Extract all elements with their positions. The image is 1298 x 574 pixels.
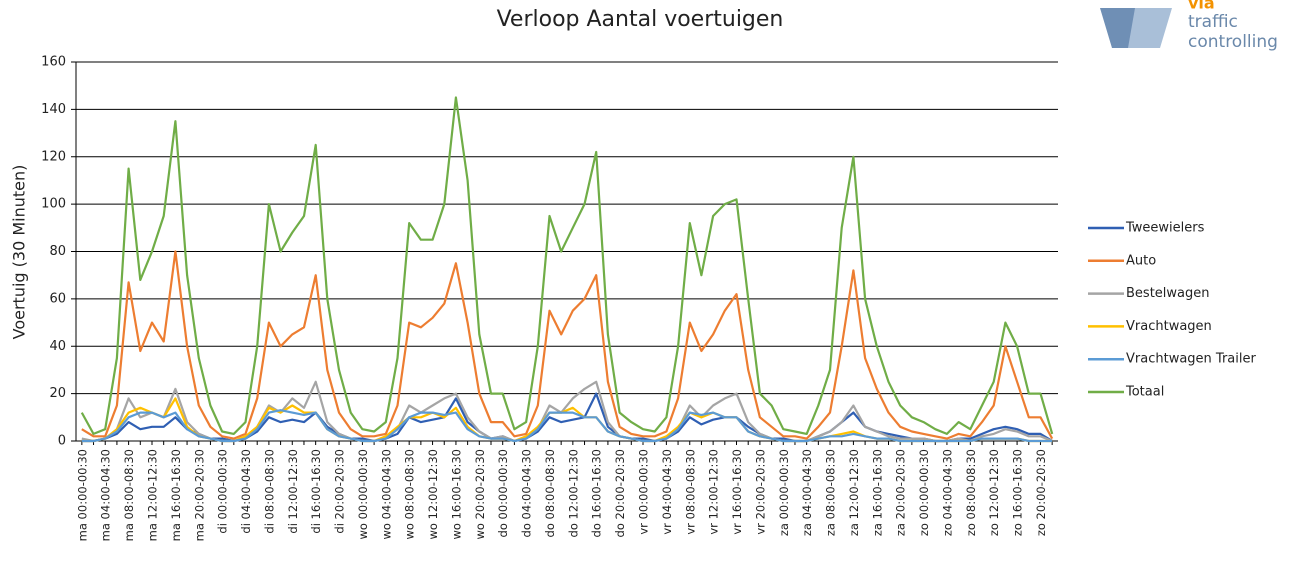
x-tick-label: ma 16:00-16:30 [169, 449, 183, 541]
x-tick-label: di 12:00-12:30 [286, 449, 300, 534]
x-tick-label: zo 08:00-08:30 [964, 449, 978, 536]
y-tick-label: 80 [49, 244, 66, 259]
x-tick-label: zo 20:00-20:30 [1034, 449, 1048, 536]
series-line [81, 409, 1053, 443]
chart-title: Verloop Aantal voertuigen [497, 7, 784, 32]
logo-text: traffic [1188, 12, 1238, 32]
x-tick-label: di 08:00-08:30 [262, 449, 276, 534]
x-tick-label: zo 04:00-04:30 [940, 449, 954, 536]
x-tick-label: zo 16:00-16:30 [1011, 449, 1025, 536]
x-tick-label: ma 08:00-08:30 [122, 449, 136, 541]
y-tick-label: 40 [49, 339, 66, 354]
x-tick-label: ma 20:00-20:30 [192, 449, 206, 541]
x-tick-label: za 08:00-08:30 [824, 449, 838, 536]
x-tick-label: di 20:00-20:30 [333, 449, 347, 534]
logo-shape [1128, 8, 1172, 48]
y-tick-label: 120 [41, 149, 66, 164]
x-tick-label: wo 08:00-08:30 [403, 449, 417, 540]
x-tick-label: ma 04:00-04:30 [99, 449, 113, 541]
legend-label: Totaal [1125, 385, 1164, 400]
x-tick-label: wo 00:00-00:30 [356, 449, 370, 540]
x-tick-label: zo 12:00-12:30 [987, 449, 1001, 536]
x-tick-label: vr 08:00-08:30 [683, 449, 697, 535]
x-tick-label: do 20:00-20:30 [613, 449, 627, 537]
x-tick-label: za 12:00-12:30 [847, 449, 861, 536]
x-tick-label: do 08:00-08:30 [543, 449, 557, 537]
y-tick-label: 160 [41, 55, 66, 70]
x-tick-label: di 00:00-00:30 [216, 449, 230, 534]
y-axis-label: Voertuig (30 Minuten) [10, 165, 29, 340]
x-tick-label: di 16:00-16:30 [309, 449, 323, 534]
x-tick-label: vr 12:00-12:30 [707, 449, 721, 535]
x-tick-label: vr 16:00-16:30 [730, 449, 744, 535]
x-tick-label: zo 00:00-00:30 [917, 449, 931, 536]
series-line [80, 96, 1054, 435]
logo-text: controlling [1188, 32, 1278, 52]
x-tick-label: do 16:00-16:30 [590, 449, 604, 537]
legend-label: Tweewielers [1125, 221, 1205, 236]
y-tick-label: 60 [49, 291, 66, 306]
x-tick-label: wo 12:00-12:30 [426, 449, 440, 540]
x-tick-label: wo 20:00-20:30 [473, 449, 487, 540]
x-tick-label: ma 12:00-12:30 [145, 449, 159, 541]
y-tick-label: 0 [58, 434, 66, 449]
x-tick-label: di 04:00-04:30 [239, 449, 253, 534]
y-tick-label: 100 [41, 197, 66, 212]
x-tick-label: za 04:00-04:30 [800, 449, 814, 536]
legend-label: Auto [1126, 253, 1156, 268]
x-tick-label: vr 00:00-00:30 [636, 449, 650, 535]
y-tick-label: 20 [49, 386, 66, 401]
logo: via traffic controlling [1100, 0, 1278, 52]
logo-text: via [1188, 0, 1215, 13]
legend-label: Vrachtwagen [1126, 319, 1212, 334]
x-tick-label: wo 04:00-04:30 [379, 449, 393, 540]
x-tick-label: wo 16:00-16:30 [449, 449, 463, 540]
x-tick-label: do 12:00-12:30 [566, 449, 580, 537]
legend-label: Bestelwagen [1126, 286, 1209, 301]
series-line [81, 392, 1053, 443]
x-tick-label: za 16:00-16:30 [870, 449, 884, 536]
series-line [81, 250, 1054, 440]
x-tick-label: za 20:00-20:30 [894, 449, 908, 536]
legend-label: Vrachtwagen Trailer [1126, 352, 1256, 367]
x-tick-label: vr 20:00-20:30 [753, 449, 767, 535]
x-tick-label: do 04:00-04:30 [520, 449, 534, 537]
y-tick-label: 140 [41, 102, 66, 117]
x-tick-label: ma 00:00-00:30 [75, 449, 89, 541]
x-tick-label: vr 04:00-04:30 [660, 449, 674, 535]
x-tick-label: do 00:00-00:30 [496, 449, 510, 537]
x-tick-label: za 00:00-00:30 [777, 449, 791, 536]
